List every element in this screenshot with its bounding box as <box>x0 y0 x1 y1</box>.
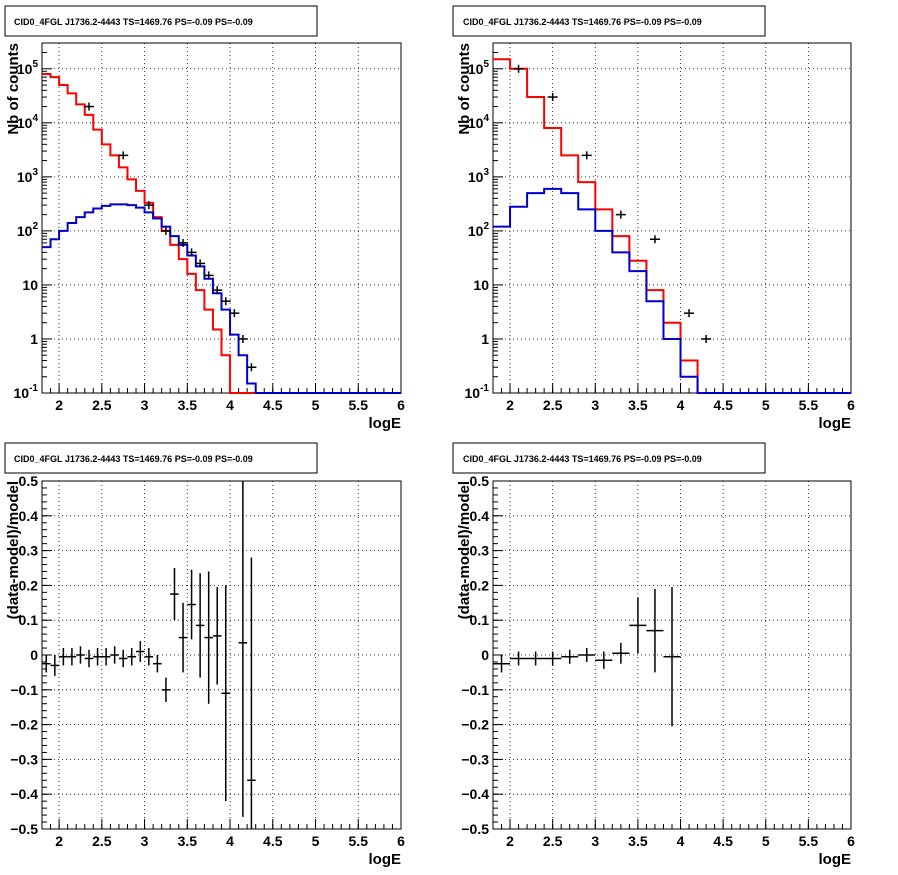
series-line-2 <box>493 187 851 394</box>
y-tick-label: 0 <box>30 647 38 663</box>
series-line-1 <box>493 58 851 394</box>
y-tick-label: 10-1 <box>14 383 39 401</box>
y-tick-label: −0.3 <box>461 751 489 767</box>
pad-1: CID0_4FGL J1736.2-4443 TS=1469.76 PS=-0.… <box>4 5 405 432</box>
y-axis-title: Nb of counts <box>456 43 473 135</box>
x-tick-label: 2.5 <box>543 833 563 849</box>
plot-frame <box>41 480 402 830</box>
x-tick-label: 5.5 <box>349 397 369 413</box>
x-tick-label: 2.5 <box>543 397 563 413</box>
x-tick-label: 4 <box>226 397 234 413</box>
y-tick-label: 0.5 <box>19 473 39 489</box>
x-tick-label: 4.5 <box>713 397 733 413</box>
title-box <box>4 5 318 37</box>
x-tick-label: 2 <box>506 833 514 849</box>
y-axis-title: Nb of counts <box>5 43 22 135</box>
y-tick-label: 0.4 <box>19 508 39 524</box>
series-line-2 <box>42 203 401 394</box>
chart-title: CID0_4FGL J1736.2-4443 TS=1469.76 PS=-0.… <box>463 17 702 27</box>
y-tick-label: 1 <box>481 331 489 347</box>
x-axis-title: logE <box>819 415 852 432</box>
y-tick-label: 0.3 <box>470 543 490 559</box>
y-tick-label: 105 <box>17 59 39 77</box>
x-tick-label: 2 <box>55 833 63 849</box>
x-tick-label: 2.5 <box>92 397 112 413</box>
x-tick-label: 5.5 <box>349 833 369 849</box>
y-axis-title: (data-model)/model <box>5 481 22 619</box>
x-tick-label: 5 <box>312 397 320 413</box>
y-axis-title: (data-model)/model <box>456 481 473 619</box>
x-tick-label: 4.5 <box>713 833 733 849</box>
y-tick-label: 0.4 <box>470 508 490 524</box>
y-tick-label: −0.1 <box>10 682 38 698</box>
x-tick-label: 3 <box>591 833 599 849</box>
x-tick-label: 6 <box>397 397 405 413</box>
series-line-1 <box>42 73 401 394</box>
y-tick-label: 103 <box>17 167 39 185</box>
x-tick-label: 6 <box>847 833 855 849</box>
x-tick-label: 2 <box>55 397 63 413</box>
y-tick-label: 0.3 <box>19 543 39 559</box>
x-tick-label: 5 <box>762 833 770 849</box>
x-tick-label: 4 <box>677 397 685 413</box>
pad-4: CID0_4FGL J1736.2-4443 TS=1469.76 PS=-0.… <box>452 442 855 868</box>
chart-title: CID0_4FGL J1736.2-4443 TS=1469.76 PS=-0.… <box>14 454 253 464</box>
y-tick-label: 102 <box>17 221 39 239</box>
x-tick-label: 5 <box>312 833 320 849</box>
y-tick-label: 0.1 <box>470 612 490 628</box>
y-tick-label: −0.2 <box>461 717 489 733</box>
y-tick-label: 0.2 <box>19 577 39 593</box>
x-tick-label: 6 <box>847 397 855 413</box>
chart-title: CID0_4FGL J1736.2-4443 TS=1469.76 PS=-0.… <box>14 17 253 27</box>
plot-frame <box>492 42 852 394</box>
y-tick-label: 104 <box>17 113 39 131</box>
y-tick-label: 1 <box>30 331 38 347</box>
x-tick-label: 5.5 <box>799 397 819 413</box>
y-tick-label: −0.1 <box>461 682 489 698</box>
x-axis-title: logE <box>819 851 852 868</box>
y-tick-label: 102 <box>468 221 490 239</box>
x-tick-label: 3.5 <box>628 397 648 413</box>
x-tick-label: 3 <box>591 397 599 413</box>
y-tick-label: 10 <box>22 277 38 293</box>
x-tick-label: 6 <box>397 833 405 849</box>
x-tick-label: 3.5 <box>628 833 648 849</box>
x-tick-label: 2.5 <box>92 833 112 849</box>
x-tick-label: 3.5 <box>178 397 198 413</box>
y-tick-label: −0.5 <box>10 821 38 837</box>
x-tick-label: 5 <box>762 397 770 413</box>
y-tick-label: 0.1 <box>19 612 39 628</box>
x-tick-label: 4 <box>677 833 685 849</box>
x-tick-label: 3.5 <box>178 833 198 849</box>
y-tick-label: 0.5 <box>470 473 490 489</box>
y-tick-label: 0 <box>481 647 489 663</box>
x-tick-label: 4.5 <box>263 397 283 413</box>
x-tick-label: 2 <box>506 397 514 413</box>
x-tick-label: 4 <box>226 833 234 849</box>
y-tick-label: −0.3 <box>10 751 38 767</box>
y-tick-label: 103 <box>468 167 490 185</box>
x-axis-title: logE <box>369 851 402 868</box>
y-tick-label: 105 <box>468 59 490 77</box>
y-tick-label: −0.5 <box>461 821 489 837</box>
y-tick-label: 104 <box>468 113 490 131</box>
title-box <box>452 442 766 474</box>
x-tick-label: 5.5 <box>799 833 819 849</box>
y-tick-label: 10 <box>473 277 489 293</box>
x-tick-label: 4.5 <box>263 833 283 849</box>
chart-title: CID0_4FGL J1736.2-4443 TS=1469.76 PS=-0.… <box>463 454 702 464</box>
x-tick-label: 3 <box>141 833 149 849</box>
y-tick-label: −0.2 <box>10 717 38 733</box>
x-tick-label: 3 <box>141 397 149 413</box>
x-axis-title: logE <box>369 415 402 432</box>
pad-2: CID0_4FGL J1736.2-4443 TS=1469.76 PS=-0.… <box>452 5 855 432</box>
y-tick-label: 0.2 <box>470 577 490 593</box>
y-tick-label: 10-1 <box>465 383 490 401</box>
pad-3: CID0_4FGL J1736.2-4443 TS=1469.76 PS=-0.… <box>4 442 405 868</box>
y-tick-label: −0.4 <box>461 786 489 802</box>
title-box <box>452 5 766 37</box>
y-tick-label: −0.4 <box>10 786 38 802</box>
title-box <box>4 442 318 474</box>
